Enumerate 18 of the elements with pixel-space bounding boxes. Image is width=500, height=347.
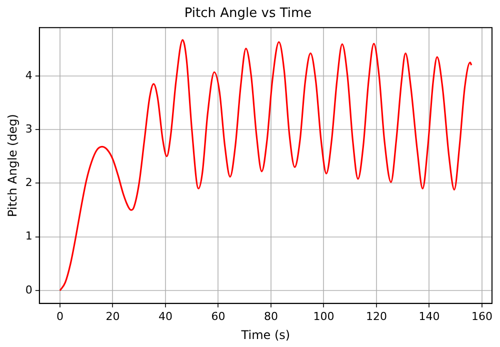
x-tick-label: 60: [211, 310, 226, 323]
chart-title: Pitch Angle vs Time: [184, 6, 312, 22]
y-tick-label: 0: [25, 283, 32, 296]
y-tick-label: 2: [25, 176, 32, 190]
y-tick-label: 4: [25, 68, 32, 82]
x-axis-title: Time (s): [240, 328, 290, 342]
y-tick-label: 1: [25, 230, 32, 243]
x-tick-label: 120: [366, 310, 387, 323]
x-tick-label: 160: [471, 310, 492, 323]
x-tick-label: 40: [158, 310, 172, 323]
y-tick-label: 3: [25, 122, 32, 136]
x-tick-label: 100: [313, 310, 334, 323]
line-series: [59, 39, 472, 292]
x-tick-label: 20: [106, 310, 120, 323]
y-axis-title: Pitch Angle (deg): [5, 114, 20, 217]
x-tick-label: 80: [264, 310, 278, 323]
x-tick-label: 140: [418, 310, 440, 323]
x-tick-label: 0: [56, 310, 64, 323]
